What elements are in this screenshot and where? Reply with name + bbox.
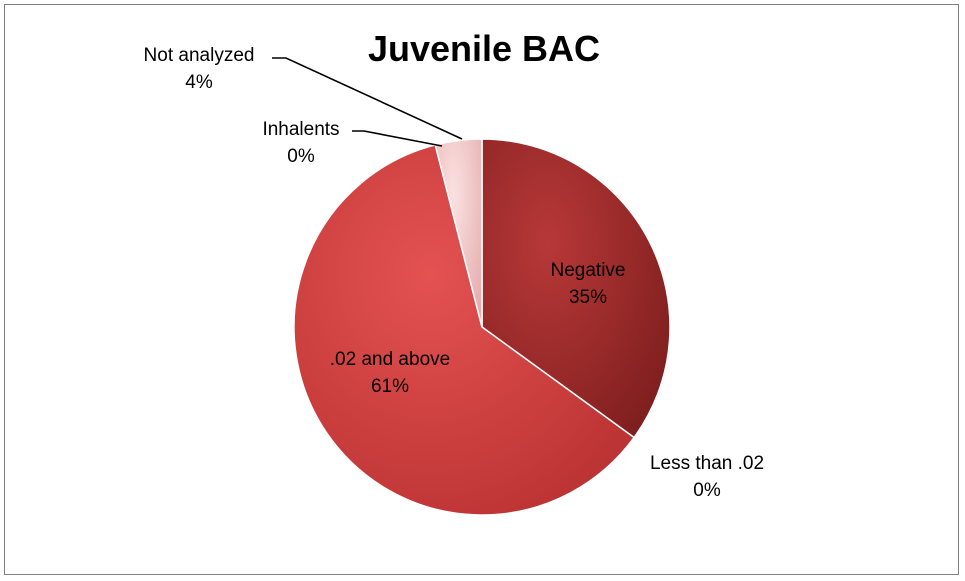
- slice-label-02-and-above: .02 and above: [300, 346, 480, 373]
- chart-title: Juvenile BAC: [354, 27, 614, 71]
- slice-label-not-analyzed: Not analyzed: [124, 42, 274, 69]
- slice-label-less-than-02: Less than .02: [632, 450, 782, 477]
- slice-label-negative: Negative: [528, 257, 648, 284]
- data-label-inhalents: Inhalents 0%: [246, 116, 356, 170]
- data-label-negative: Negative 35%: [528, 257, 648, 311]
- data-label-not-analyzed: Not analyzed 4%: [124, 42, 274, 96]
- slice-pct-02-and-above: 61%: [300, 373, 480, 400]
- data-label-02-and-above: .02 and above 61%: [300, 346, 480, 400]
- slice-pct-negative: 35%: [528, 284, 648, 311]
- slice-pct-inhalents: 0%: [246, 143, 356, 170]
- data-label-less-than-02: Less than .02 0%: [632, 450, 782, 504]
- slice-pct-not-analyzed: 4%: [124, 69, 274, 96]
- leader-line-inhalents: [352, 131, 442, 146]
- slice-label-inhalents: Inhalents: [246, 116, 356, 143]
- slice-pct-less-than-02: 0%: [632, 477, 782, 504]
